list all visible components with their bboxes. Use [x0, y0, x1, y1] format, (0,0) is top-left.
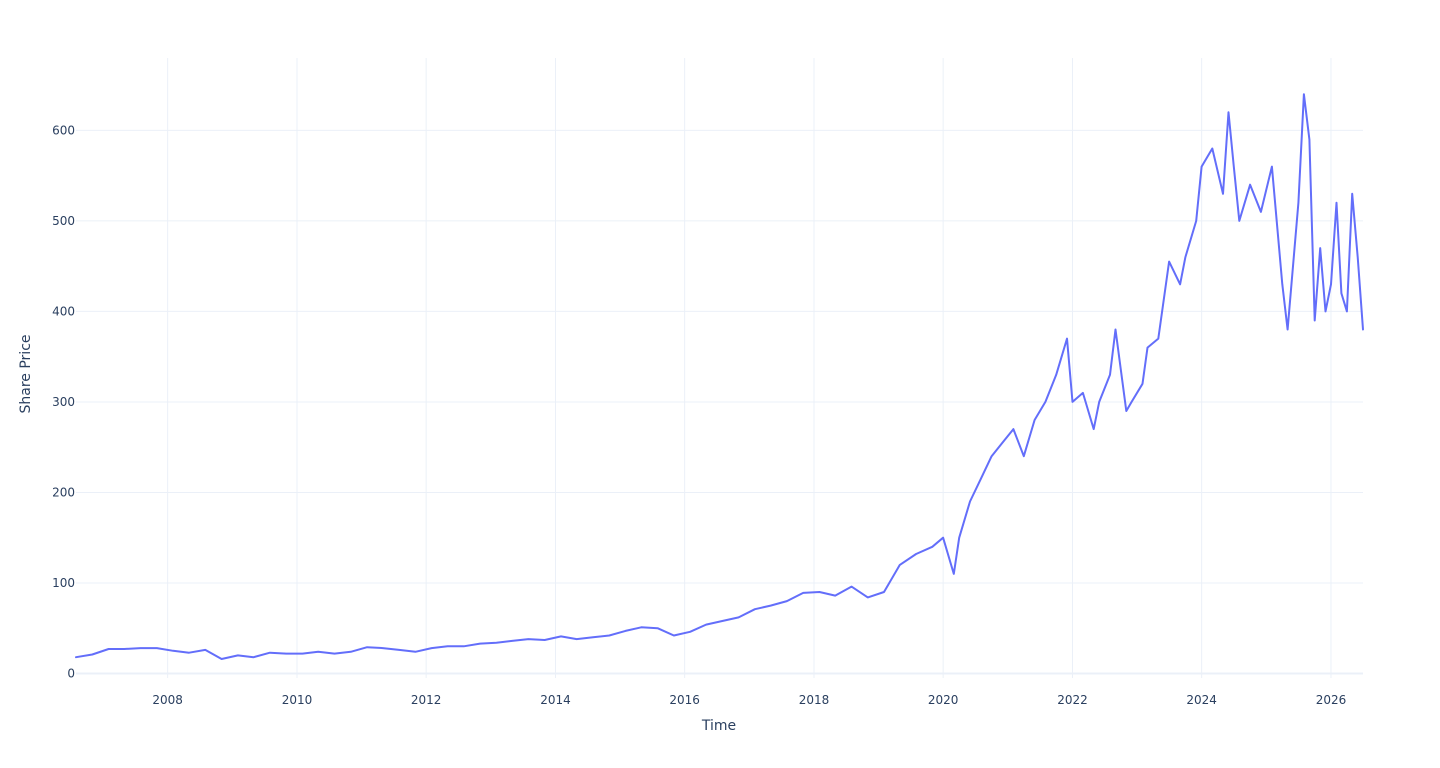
- x-tick-label: 2014: [540, 693, 571, 707]
- y-tick-label: 100: [52, 576, 75, 590]
- x-tick-label: 2016: [669, 693, 700, 707]
- x-tick-label: 2010: [282, 693, 313, 707]
- x-tick-label: 2024: [1186, 693, 1217, 707]
- y-tick-label: 200: [52, 485, 75, 499]
- y-tick-label: 500: [52, 214, 75, 228]
- x-tick-label: 2018: [799, 693, 830, 707]
- x-tick-label: 2008: [152, 693, 183, 707]
- y-tick-label: 600: [52, 123, 75, 137]
- y-tick-label: 400: [52, 304, 75, 318]
- x-axis-ticks: 2008 2010 2012 2014 2016 2018 2020 2022 2024 2026: [152, 693, 1346, 707]
- x-tick-label: 2026: [1316, 693, 1347, 707]
- x-tick-label: 2022: [1057, 693, 1088, 707]
- share-price-line: [75, 93, 1364, 660]
- y-tick-label: 300: [52, 395, 75, 409]
- y-gridlines: [76, 129, 1363, 675]
- x-tick-label: 2012: [411, 693, 442, 707]
- y-tick-label: 0: [67, 666, 75, 680]
- x-axis-title: Time: [701, 718, 736, 734]
- x-gridlines: [167, 58, 1332, 678]
- y-axis-title: Share Price: [18, 334, 34, 413]
- y-axis-ticks: 0 100 200 300 400 500 600: [52, 123, 75, 680]
- x-tick-label: 2020: [928, 693, 959, 707]
